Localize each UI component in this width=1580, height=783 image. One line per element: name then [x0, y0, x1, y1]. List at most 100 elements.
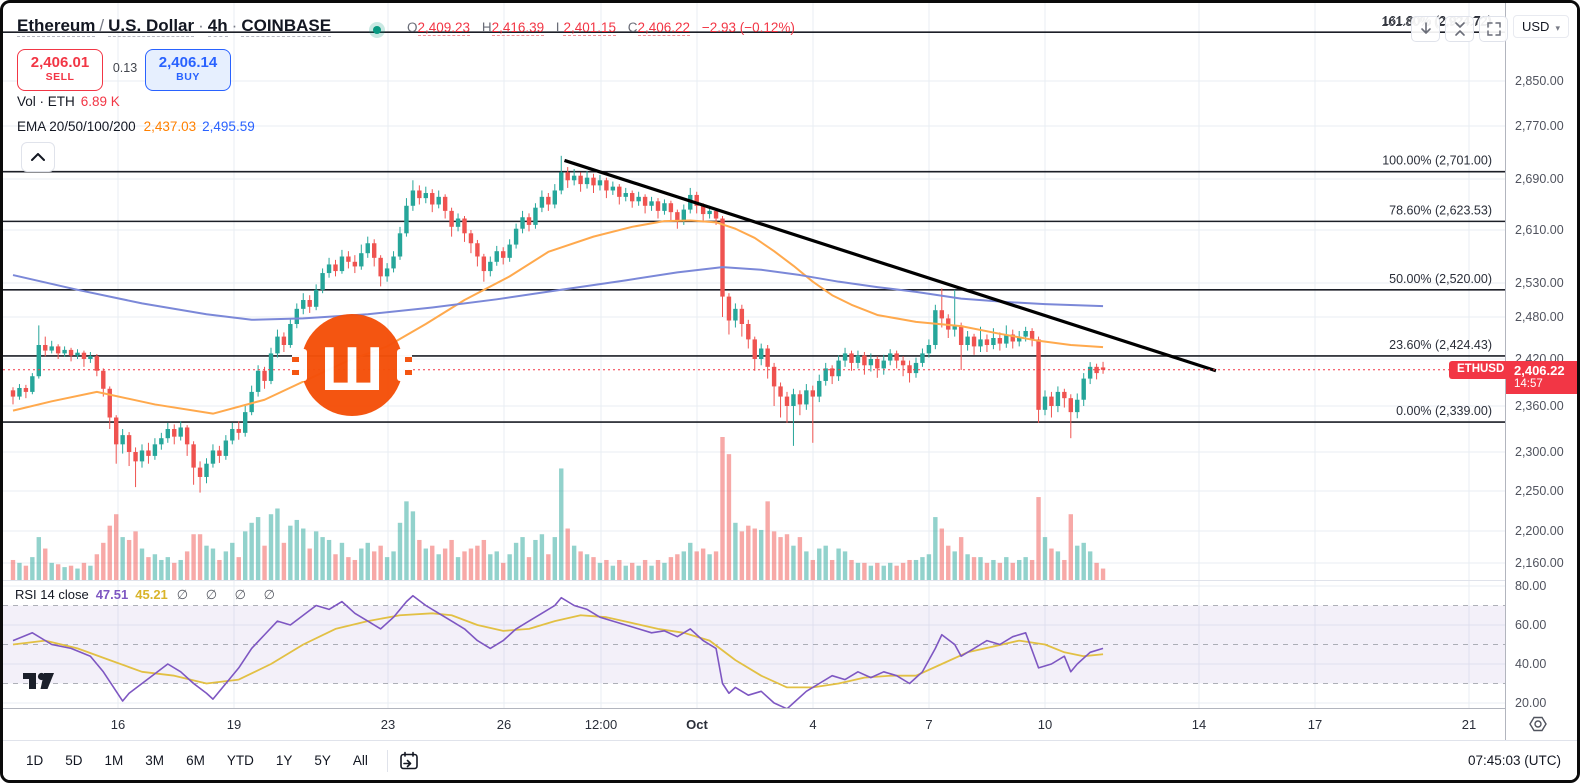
rsi-line — [12, 594, 1104, 708]
ohlc-readout: O2,409.23 H2,416.39 L2,401.15 C2,406.22 … — [407, 20, 795, 36]
change-value: −2.93 (−0.12%) — [701, 20, 795, 35]
currency-selector[interactable]: USD ▾ — [1513, 15, 1569, 38]
svg-text:23.60% (2,424.43): 23.60% (2,424.43) — [1389, 338, 1492, 352]
session-clock[interactable]: 07:45:03 (UTC) — [1467, 753, 1561, 768]
price-tick: 2,300.00 — [1515, 445, 1564, 459]
price-tick: 2,530.00 — [1515, 276, 1564, 290]
symbol-title[interactable]: Ethereum / U.S. Dollar · 4h · COINBASE — [17, 16, 332, 37]
ema-legend[interactable]: EMA 20/50/100/200 2,437.03 2,495.59 — [17, 119, 255, 134]
fullscreen-icon — [1486, 22, 1501, 36]
price-chart-canvas[interactable]: 161.80% (2,924.72)100.00% (2,701.00)78.6… — [3, 3, 1506, 708]
buy-price: 2,406.14 — [158, 54, 218, 71]
gridlines — [3, 3, 1506, 708]
calendar-icon — [400, 751, 418, 769]
time-tick: 7 — [925, 717, 933, 732]
time-tick: 14 — [1191, 717, 1207, 732]
bar-countdown: 14:57 — [1514, 377, 1543, 390]
watermark-circle — [301, 314, 403, 416]
volume-bars — [10, 437, 1106, 580]
spread-value: 0.13 — [112, 61, 138, 75]
range-button-ytd[interactable]: YTD — [226, 753, 254, 768]
time-tick: 19 — [226, 717, 242, 732]
range-button-6m[interactable]: 6M — [186, 753, 205, 768]
collapse-legend-button[interactable] — [21, 142, 55, 172]
range-button-1m[interactable]: 1M — [104, 753, 124, 768]
rsi-legend[interactable]: RSI 14 close 47.51 45.21 ∅ ∅ ∅ ∅ — [15, 587, 282, 602]
sell-button[interactable]: 2,406.01 SELL — [17, 49, 103, 91]
range-button-1y[interactable]: 1Y — [275, 753, 293, 768]
price-tick: 2,850.00 — [1515, 74, 1564, 88]
svg-text:78.60% (2,623.53): 78.60% (2,623.53) — [1389, 203, 1492, 217]
close-value: 2,406.22 — [637, 20, 691, 36]
volume-legend[interactable]: Vol · ETH 6.89 K — [17, 94, 120, 109]
rsi-tick: 60.00 — [1515, 618, 1547, 632]
rsi-tick: 20.00 — [1515, 696, 1547, 710]
time-tick: 16 — [110, 717, 126, 732]
chevron-up-icon — [31, 153, 45, 161]
buy-button[interactable]: 2,406.14 BUY — [145, 49, 231, 91]
time-tick: 26 — [496, 717, 512, 732]
chevron-down-icon: ▾ — [1555, 23, 1560, 33]
fib-labels: 161.80% (2,924.72)100.00% (2,701.00)78.6… — [1382, 14, 1492, 418]
time-tick: 23 — [380, 717, 396, 732]
symbol-base[interactable]: Ethereum — [17, 16, 96, 37]
ema-line — [12, 219, 1104, 415]
time-tick: 12:00 — [584, 717, 618, 732]
price-tick: 2,360.00 — [1515, 399, 1564, 413]
market-open-dot — [369, 22, 385, 38]
price-tick: 2,160.00 — [1515, 556, 1564, 570]
price-tick: 2,200.00 — [1515, 524, 1564, 538]
open-value: 2,409.23 — [417, 20, 471, 36]
rsi-band — [3, 605, 1506, 684]
time-tick: 10 — [1037, 717, 1053, 732]
collapse-pane-button[interactable] — [1445, 16, 1474, 42]
price-tick: 2,250.00 — [1515, 484, 1564, 498]
low-value: 2,401.15 — [563, 20, 616, 36]
fullscreen-button[interactable] — [1479, 16, 1508, 42]
price-tick: 2,480.00 — [1515, 310, 1564, 324]
time-tick: 21 — [1461, 717, 1477, 732]
last-price-tag: 2,406.22 14:57 — [1506, 360, 1577, 394]
ema-slow-value: 2,495.59 — [202, 119, 255, 134]
tradingview-logo[interactable] — [23, 668, 61, 697]
svg-text:Ш: Ш — [321, 335, 383, 404]
range-button-5d[interactable]: 5D — [65, 753, 83, 768]
interval-label[interactable]: 4h — [207, 16, 228, 37]
symbol-quote[interactable]: U.S. Dollar — [108, 16, 195, 37]
pane-settings-gear-icon[interactable] — [1528, 714, 1548, 739]
watermark-logo: Ш — [292, 313, 412, 422]
scroll-to-recent-button[interactable] — [1411, 16, 1440, 42]
last-price: 2,406.22 — [1514, 362, 1565, 378]
rsi-tick: 80.00 — [1515, 579, 1547, 593]
range-button-1d[interactable]: 1D — [26, 753, 44, 768]
exchange-label[interactable]: COINBASE — [241, 16, 332, 37]
time-tick: Oct — [686, 717, 708, 732]
price-tick: 2,610.00 — [1515, 223, 1564, 237]
svg-text:0.00% (2,339.00): 0.00% (2,339.00) — [1396, 404, 1492, 418]
svg-text:100.00% (2,701.00): 100.00% (2,701.00) — [1382, 154, 1492, 168]
time-tick: 17 — [1307, 717, 1323, 732]
ema-fast-value: 2,437.03 — [143, 119, 197, 134]
price-tick: 2,770.00 — [1515, 119, 1564, 133]
candles — [10, 155, 1106, 493]
fib-retracement — [3, 31, 1506, 423]
range-button-5y[interactable]: 5Y — [314, 753, 331, 768]
go-to-date-button[interactable] — [398, 750, 420, 772]
rsi-empty-values: ∅ ∅ ∅ ∅ — [176, 587, 282, 602]
price-axis[interactable]: 2,850.00 2,770.00 2,690.00 2,610.00 2,530.00… — [1506, 3, 1577, 740]
high-value: 2,416.39 — [491, 20, 545, 36]
trendline[interactable] — [563, 158, 1217, 373]
bottom-toolbar: 1D 5D 1M 3M 6M YTD 1Y 5Y All 07:45:03 (UTC) — [3, 740, 1577, 780]
arrow-down-icon — [1420, 22, 1431, 34]
rsi-value: 47.51 — [95, 587, 129, 602]
range-button-all[interactable]: All — [352, 753, 368, 768]
collapse-chevrons-icon — [1454, 22, 1465, 36]
time-tick: 4 — [809, 717, 817, 732]
price-tick: 2,690.00 — [1515, 172, 1564, 186]
time-axis[interactable]: 16 19 23 26 12:00 Oct 4 7 10 14 17 21 — [3, 708, 1506, 740]
rsi-tick: 40.00 — [1515, 657, 1547, 671]
range-button-3m[interactable]: 3M — [145, 753, 165, 768]
toolbar-divider — [386, 749, 388, 772]
svg-text:50.00% (2,520.00): 50.00% (2,520.00) — [1389, 272, 1492, 286]
